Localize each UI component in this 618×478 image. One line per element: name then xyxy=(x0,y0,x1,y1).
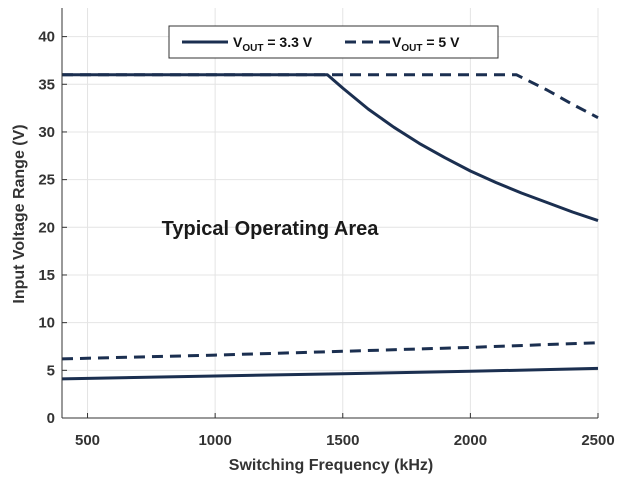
annotation-typical-operating-area: Typical Operating Area xyxy=(162,218,380,240)
legend-label-1: VOUT = 5 V xyxy=(392,34,460,54)
y-tick-label: 5 xyxy=(47,362,55,379)
y-tick-label: 40 xyxy=(38,29,55,46)
series-layer xyxy=(61,73,599,381)
x-tick-label: 1500 xyxy=(326,432,359,449)
x-tick-label: 2000 xyxy=(454,432,487,449)
legend: VOUT = 3.3 V VOUT = 5 V xyxy=(168,25,499,59)
y-tick-label: 0 xyxy=(47,410,55,427)
series-line-vout-5v-min xyxy=(61,341,599,361)
y-tick-label: 10 xyxy=(38,315,55,332)
y-tick-label: 20 xyxy=(38,219,55,236)
x-axis-label: Switching Frequency (kHz) xyxy=(229,457,433,474)
y-tick-label: 25 xyxy=(38,172,55,189)
series-line-vout-3-3v-max xyxy=(62,73,599,223)
axes xyxy=(61,8,599,419)
y-tick-label: 30 xyxy=(38,124,55,141)
legend-label-0: VOUT = 3.3 V xyxy=(233,34,313,54)
y-tick-label: 15 xyxy=(38,267,55,284)
series-line-vout-5v-max xyxy=(62,73,599,120)
x-tick-label: 2500 xyxy=(581,432,614,449)
series-line-vout-3-3v-min xyxy=(61,366,599,381)
x-tick-label: 500 xyxy=(75,432,100,449)
x-tick-label: 1000 xyxy=(198,432,231,449)
y-tick-label: 35 xyxy=(38,76,55,93)
y-axis-label: Input Voltage Range (V) xyxy=(11,124,28,303)
tick-labels: 500 1000 1500 2000 2500 0 5 10 15 20 25 30 35 40 xyxy=(38,29,614,449)
